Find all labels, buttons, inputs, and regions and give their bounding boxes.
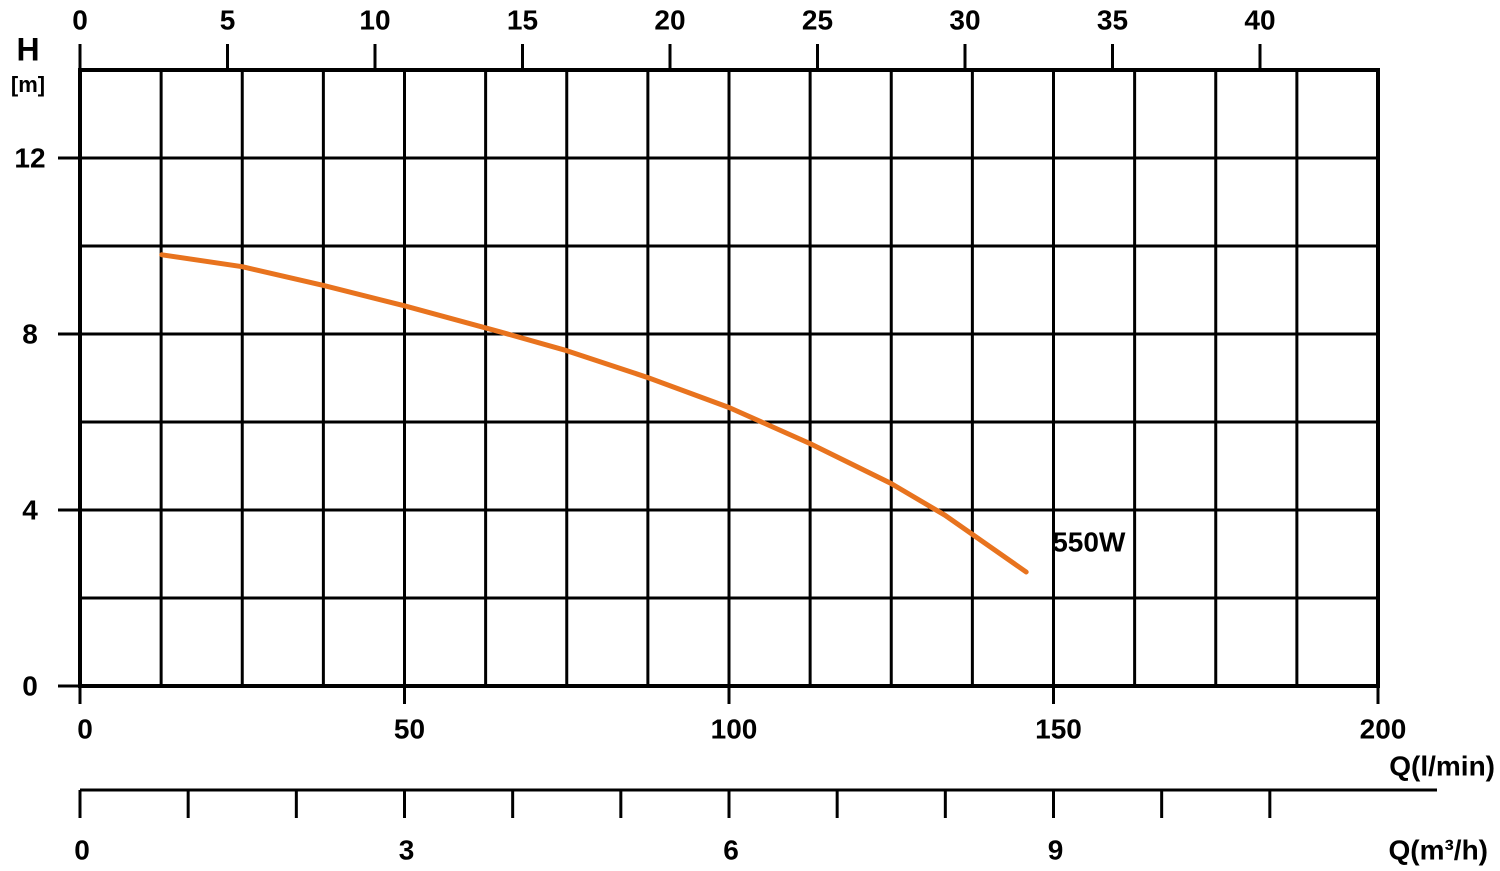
x2-tick-label: 35 (1097, 4, 1128, 35)
x2-tick-label: 40 (1244, 4, 1275, 35)
y-tick-label: 8 (22, 318, 38, 349)
x2-tick-label: 15 (507, 4, 538, 35)
x2-tick-label: 20 (654, 4, 685, 35)
x2-tick-label: 5 (220, 4, 236, 35)
series-label: 550W (1052, 526, 1126, 557)
x2-tick-label: 30 (949, 4, 980, 35)
x-tick-label: 200 (1360, 713, 1407, 744)
x-tick-label: 150 (1035, 713, 1082, 744)
y-axis-unit: [m] (11, 72, 45, 97)
x-axis-label: Q(l/min) (1389, 750, 1495, 781)
x3-axis-label: Q(m³/h) (1388, 834, 1488, 865)
y-tick-label: 4 (22, 494, 38, 525)
x2-tick-label: 0 (72, 4, 88, 35)
x2-tick-label: 10 (359, 4, 390, 35)
x-tick-label: 0 (77, 713, 93, 744)
y-tick-label: 0 (22, 670, 38, 701)
x-tick-label: 100 (711, 713, 758, 744)
x3-tick-label: 9 (1048, 834, 1064, 865)
x2-tick-label: 25 (802, 4, 833, 35)
x-tick-label: 50 (394, 713, 425, 744)
x3-tick-label: 6 (723, 834, 739, 865)
x3-tick-label: 0 (74, 834, 90, 865)
x3-tick-label: 3 (399, 834, 415, 865)
curve (159, 252, 1029, 575)
y-tick-label: 12 (14, 142, 45, 173)
y-axis-label: H (16, 31, 39, 67)
